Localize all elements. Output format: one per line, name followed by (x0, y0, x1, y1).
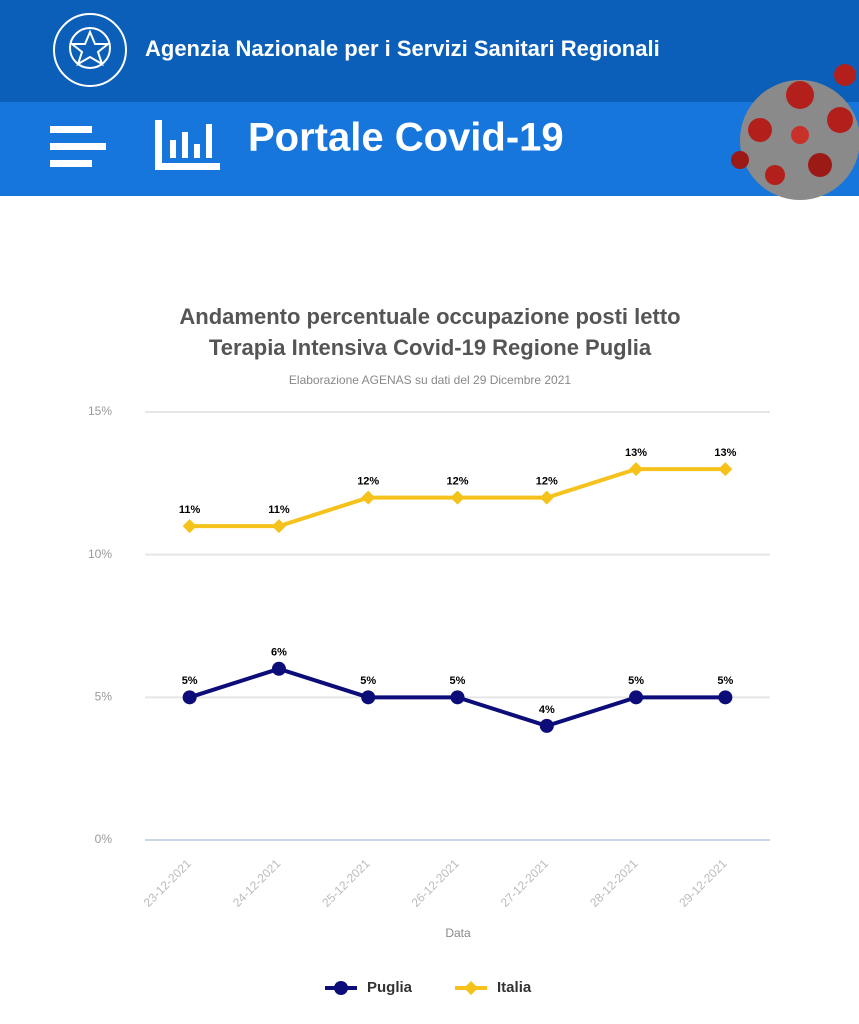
data-label: 5% (717, 675, 733, 687)
x-tick-label: 25-12-2021 (319, 856, 373, 910)
point (629, 462, 644, 477)
data-label: 12% (446, 476, 468, 488)
x-tick-label: 27-12-2021 (498, 856, 552, 910)
x-tick-label: 26-12-2021 (409, 856, 463, 910)
point (271, 661, 286, 676)
data-label: 12% (536, 476, 558, 488)
y-tick-label: 10% (88, 547, 112, 561)
point (450, 690, 465, 705)
point (182, 519, 197, 534)
y-tick-label: 5% (95, 690, 113, 704)
x-tick-label: 29-12-2021 (676, 856, 730, 910)
chart-title: Andamento percentuale occupazione posti … (179, 304, 680, 329)
x-tick-label: 28-12-2021 (587, 856, 641, 910)
y-tick-label: 15% (88, 404, 112, 418)
data-label: 5% (360, 675, 376, 687)
data-label: 5% (182, 675, 198, 687)
data-label: 12% (357, 476, 379, 488)
data-label: 11% (268, 504, 290, 516)
point (271, 519, 286, 534)
legend-marker (334, 981, 348, 995)
point (361, 690, 376, 705)
menu-icon[interactable] (50, 126, 106, 167)
point (450, 490, 465, 505)
point (361, 490, 376, 505)
chart-subtitle: Elaborazione AGENAS su dati del 29 Dicem… (289, 373, 571, 387)
data-label: 13% (625, 447, 647, 459)
virus-image (731, 64, 859, 200)
point (182, 690, 197, 705)
x-tick-label: 23-12-2021 (141, 856, 195, 910)
data-label: 11% (179, 504, 201, 516)
data-label: 5% (628, 675, 644, 687)
data-label: 13% (714, 447, 736, 459)
x-axis-label: Data (445, 926, 471, 940)
point (718, 462, 733, 477)
chart-icon (155, 120, 220, 170)
emblem (53, 13, 127, 87)
data-label: 5% (450, 675, 466, 687)
y-tick-label: 0% (95, 832, 113, 846)
legend-label[interactable]: Puglia (367, 979, 413, 996)
point (539, 490, 554, 505)
portal-title: Portale Covid-19 (248, 116, 564, 160)
top-bar (0, 0, 859, 102)
point (539, 718, 554, 733)
data-label: 4% (539, 704, 555, 716)
x-tick-label: 24-12-2021 (230, 856, 284, 910)
data-label: 6% (271, 647, 287, 659)
chart-title: Terapia Intensiva Covid-19 Regione Pugli… (209, 335, 652, 360)
legend-label[interactable]: Italia (497, 979, 532, 996)
point (629, 690, 644, 705)
legend-marker (464, 981, 479, 995)
agency-name: Agenzia Nazionale per i Servizi Sanitari… (145, 36, 660, 61)
point (718, 690, 733, 705)
portal-bar (0, 102, 859, 196)
